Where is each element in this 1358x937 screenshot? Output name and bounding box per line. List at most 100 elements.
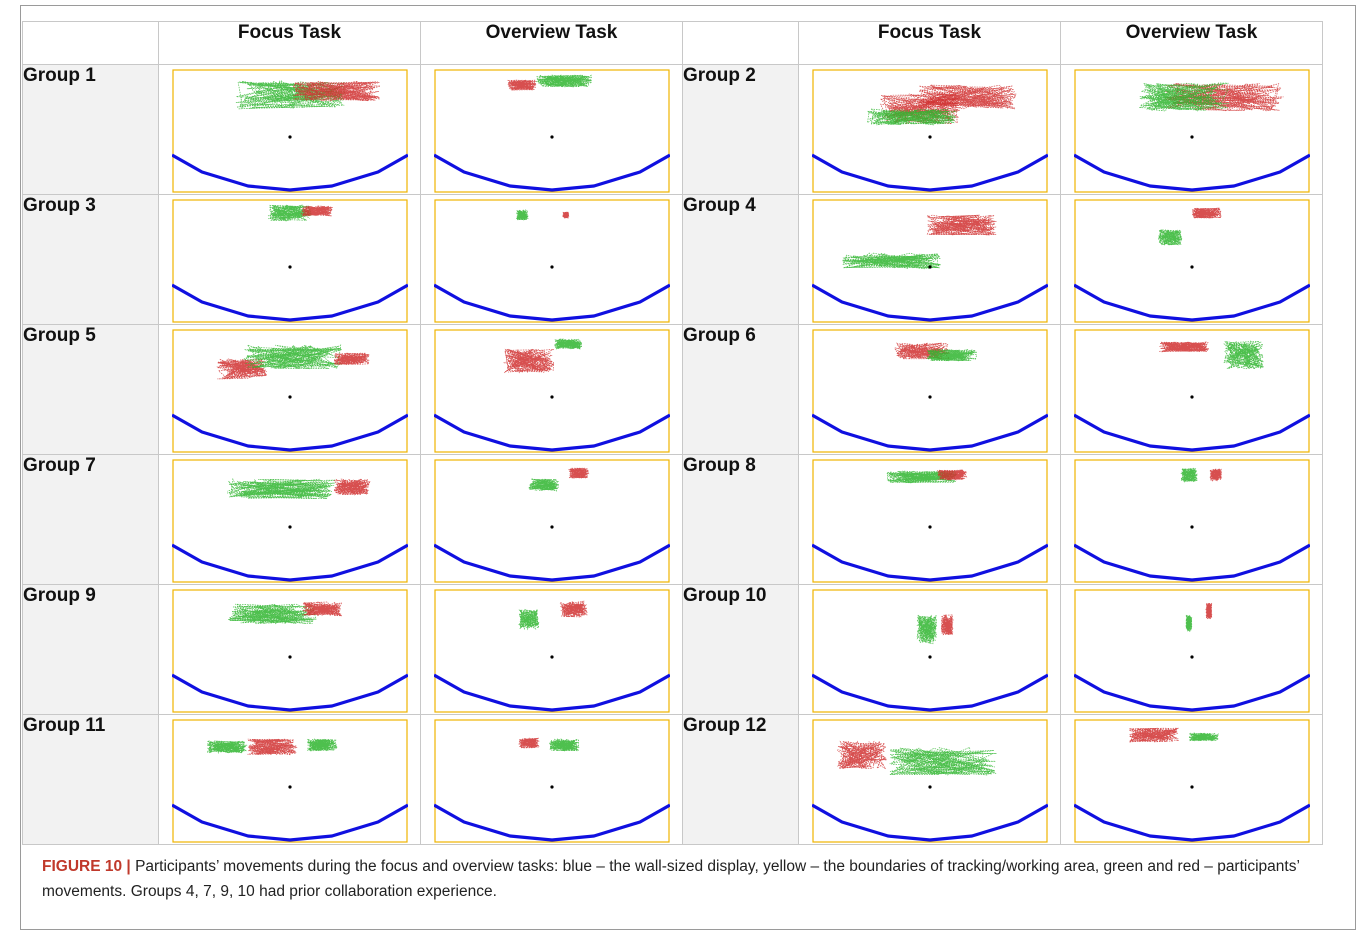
wall-display-line: [811, 413, 1048, 452]
tracking-area-boundary: [1073, 69, 1310, 193]
center-marker: [549, 265, 554, 269]
red-movement-trace: [836, 740, 887, 770]
movement-plot: [1073, 329, 1310, 453]
group-label: Group 7: [22, 454, 159, 585]
tracking-area-boundary: [1073, 589, 1310, 713]
movement-plot: [433, 719, 670, 843]
group-label: Group 2: [682, 64, 799, 195]
corner-cell: [22, 21, 159, 65]
movement-plot: [433, 199, 670, 323]
wall-display-line: [433, 543, 670, 582]
plot-cell: [798, 64, 1061, 195]
wall-display-line: [433, 673, 670, 712]
movement-plot: [433, 69, 670, 193]
plot-cell: [798, 454, 1061, 585]
red-movement-trace: [567, 467, 589, 479]
green-movement-trace: [925, 348, 977, 362]
green-movement-trace: [227, 603, 316, 625]
plot-cell: [158, 194, 421, 325]
red-movement-trace: [917, 84, 1018, 110]
movement-figure-table: Focus Task Overview Task Focus Task Over…: [22, 21, 1323, 845]
tracking-area-boundary: [171, 589, 408, 713]
green-movement-trace: [1138, 82, 1229, 112]
plot-cell: [798, 714, 1061, 845]
group-row: Group 9 Group 10: [22, 584, 1323, 715]
movement-plot: [171, 199, 408, 323]
red-movement-trace: [506, 79, 537, 91]
center-marker: [549, 135, 554, 139]
green-movement-trace: [226, 477, 335, 500]
figure-caption: FIGURE 10 | Participants’ movements duri…: [42, 854, 1342, 904]
green-movement-trace: [866, 108, 957, 126]
center-marker: [1189, 785, 1194, 789]
caption-label: FIGURE 10 |: [42, 858, 131, 875]
column-header: Overview Task: [420, 21, 683, 65]
wall-display-line: [171, 673, 408, 712]
group-row: Group 1 Group 2: [22, 64, 1323, 195]
tracking-area-boundary: [433, 589, 670, 713]
group-row: Group 3 Group 4: [22, 194, 1323, 325]
movement-plot: [171, 589, 408, 713]
wall-display-line: [811, 543, 1048, 582]
green-movement-trace: [1157, 228, 1183, 246]
plot-cell: [1060, 64, 1323, 195]
tracking-area-boundary: [1073, 329, 1310, 453]
group-label: Group 9: [22, 584, 159, 715]
header-row: Focus Task Overview Task Focus Task Over…: [22, 21, 1323, 65]
center-marker: [287, 265, 292, 269]
red-movement-trace: [561, 211, 569, 219]
group-label: Group 1: [22, 64, 159, 195]
plot-cell: [798, 584, 1061, 715]
wall-display-line: [433, 283, 670, 322]
movement-plot: [1073, 719, 1310, 843]
group-label: Group 6: [682, 324, 799, 455]
red-movement-trace: [301, 601, 342, 617]
plot-cell: [158, 454, 421, 585]
wall-display-line: [171, 543, 408, 582]
wall-display-line: [1073, 673, 1310, 712]
plot-cell: [420, 64, 683, 195]
wall-display-line: [1073, 803, 1310, 842]
tracking-area-boundary: [433, 199, 670, 323]
movement-plot: [1073, 459, 1310, 583]
red-movement-trace: [926, 213, 997, 236]
center-marker: [1189, 395, 1194, 399]
green-movement-trace: [1179, 467, 1198, 483]
wall-display-line: [811, 153, 1048, 192]
red-movement-trace: [517, 737, 540, 749]
red-movement-trace: [300, 205, 333, 217]
green-movement-trace: [535, 74, 592, 88]
green-movement-trace: [205, 740, 248, 754]
plot-cell: [158, 64, 421, 195]
wall-display-line: [171, 413, 408, 452]
center-marker: [927, 395, 932, 399]
plot-cell: [1060, 584, 1323, 715]
center-marker: [549, 525, 554, 529]
red-movement-trace: [1191, 207, 1222, 219]
tracking-area-boundary: [171, 329, 408, 453]
plot-cell: [1060, 324, 1323, 455]
green-movement-trace: [515, 209, 529, 221]
green-movement-trace: [915, 613, 938, 645]
plot-cell: [420, 584, 683, 715]
column-header: Focus Task: [158, 21, 421, 65]
red-movement-trace: [292, 80, 380, 103]
center-marker: [287, 135, 292, 139]
red-movement-trace: [332, 478, 371, 496]
movement-plot: [171, 69, 408, 193]
center-marker: [1189, 135, 1194, 139]
wall-display-line: [433, 153, 670, 192]
center-marker: [927, 265, 932, 269]
tracking-area-boundary: [171, 459, 408, 583]
tracking-area-boundary: [811, 199, 1048, 323]
green-movement-trace: [1188, 732, 1219, 742]
caption-text: Participants’ movements during the focus…: [42, 858, 1300, 900]
center-marker: [549, 395, 554, 399]
corner-cell: [682, 21, 799, 65]
red-movement-trace: [502, 348, 554, 374]
center-marker: [927, 655, 932, 659]
movement-plot: [433, 589, 670, 713]
group-label: Group 12: [682, 714, 799, 845]
group-row: Group 5 Group 6: [22, 324, 1323, 455]
center-marker: [287, 785, 292, 789]
